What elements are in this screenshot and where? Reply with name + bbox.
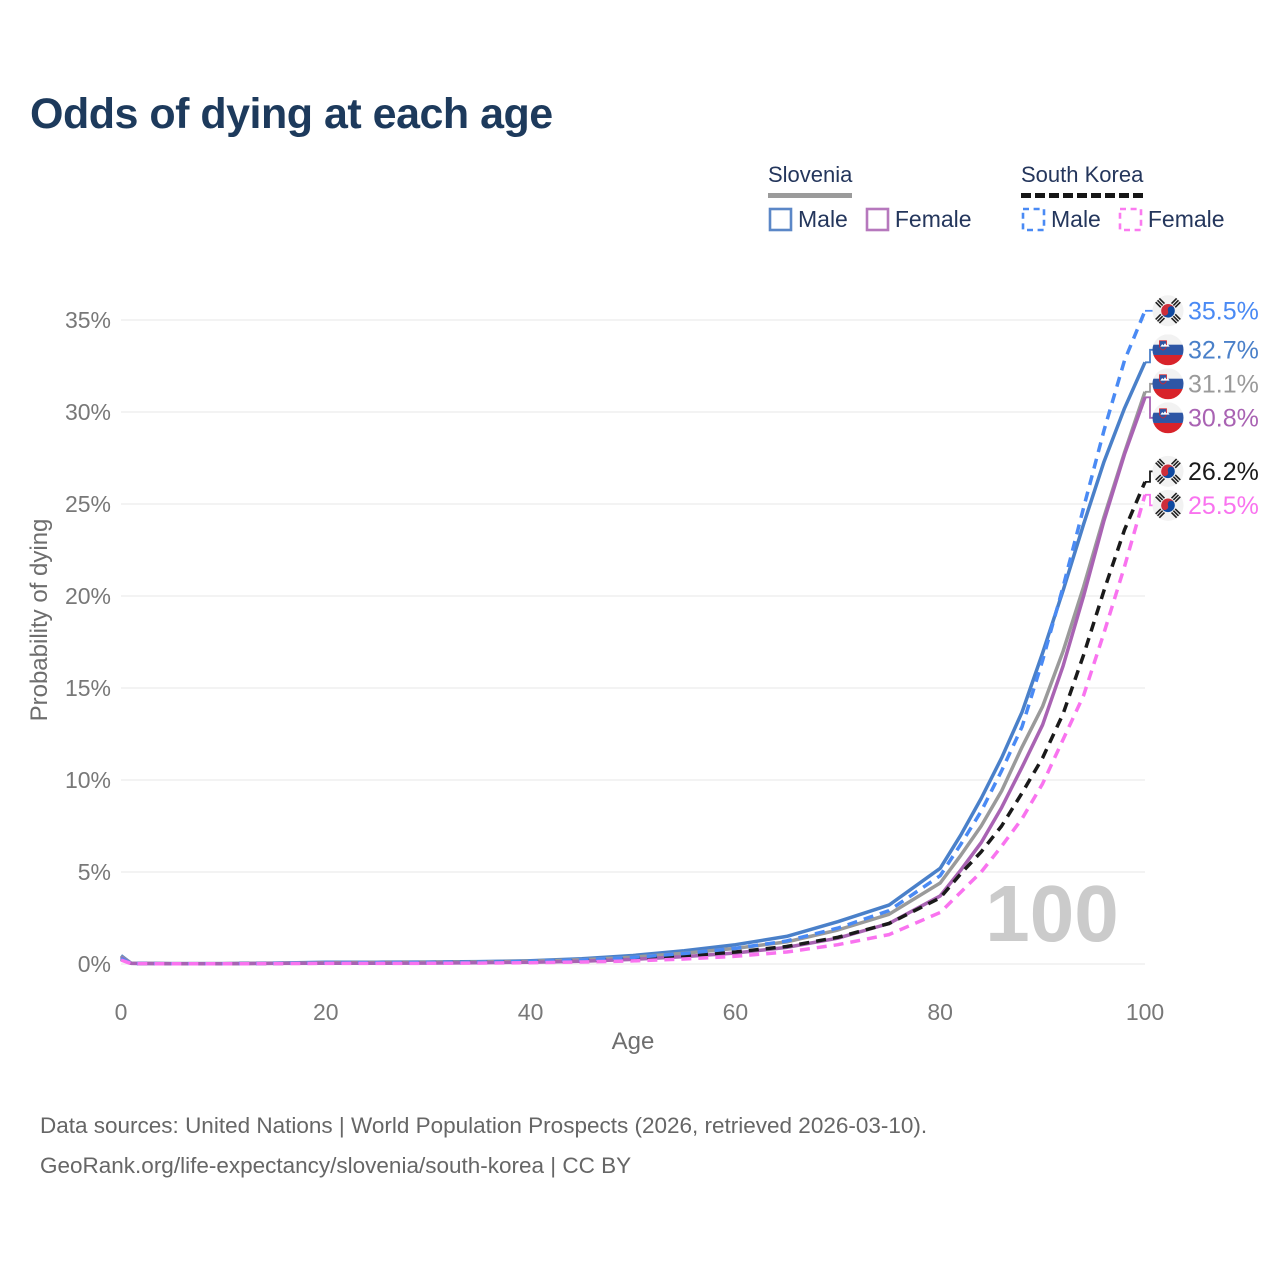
y-tick-label: 0% bbox=[78, 951, 111, 977]
legend-item-label: Female bbox=[1147, 206, 1225, 232]
legend-item-label: Female bbox=[894, 206, 972, 232]
end-label-south-korea-both-sexes: 26.2% bbox=[1188, 458, 1259, 486]
y-tick-label: 25% bbox=[65, 491, 111, 517]
end-label-connector bbox=[1145, 493, 1153, 507]
line-south-korea-female[interactable] bbox=[120, 494, 1147, 966]
footer: Data sources: United Nations | World Pop… bbox=[40, 1106, 927, 1186]
footer-attribution-line: GeoRank.org/life-expectancy/slovenia/sou… bbox=[40, 1153, 632, 1178]
legend-item-south-korea-female[interactable]: Female bbox=[1118, 206, 1225, 233]
x-tick-label: 0 bbox=[115, 999, 128, 1025]
x-tick-label: 60 bbox=[723, 999, 749, 1025]
chart-title: Odds of dying at each age bbox=[30, 90, 553, 138]
end-label-connector bbox=[1145, 348, 1153, 364]
y-tick-label: 35% bbox=[65, 307, 111, 333]
end-label-slovenia-both-sexes: 31.1% bbox=[1188, 370, 1259, 398]
y-tick-label: 15% bbox=[65, 675, 111, 701]
south-korea-flag-icon bbox=[1152, 489, 1184, 521]
south-korea-flag-icon bbox=[1152, 295, 1184, 327]
y-tick-label: 10% bbox=[65, 767, 111, 793]
end-label-south-korea-male: 35.5% bbox=[1188, 297, 1259, 325]
end-label-slovenia-male: 32.7% bbox=[1188, 336, 1259, 364]
gridlines bbox=[121, 319, 1145, 965]
line-south-korea-both-sexes[interactable] bbox=[120, 481, 1147, 966]
end-label-connector bbox=[1145, 396, 1153, 419]
legend-item-slovenia-female[interactable]: Female bbox=[865, 206, 972, 233]
x-axis-title: Age bbox=[611, 1028, 655, 1055]
y-axis-title: Probability of dying bbox=[26, 518, 53, 722]
end-label-connector bbox=[1145, 470, 1153, 483]
slovenia-flag-icon bbox=[1152, 334, 1184, 366]
y-tick-label: 5% bbox=[78, 859, 111, 885]
slovenia-flag-icon bbox=[1152, 402, 1184, 434]
series-lines bbox=[119, 310, 1147, 966]
x-tick-label: 100 bbox=[1126, 999, 1164, 1025]
end-label-south-korea-female: 25.5% bbox=[1188, 492, 1259, 520]
y-tick-label: 20% bbox=[65, 583, 111, 609]
end-label-connector bbox=[1145, 382, 1153, 393]
x-tick-label: 20 bbox=[313, 999, 339, 1025]
legend-item-slovenia-male[interactable]: Male bbox=[768, 206, 848, 233]
watermark-age-counter: 100 bbox=[985, 869, 1118, 958]
legend-group-slovenia: Slovenia Male Female bbox=[768, 162, 972, 233]
south-korea-flag-icon bbox=[1152, 455, 1184, 487]
slovenia-male-swatch-icon bbox=[768, 207, 793, 232]
legend-group-south-korea: South Korea Male Female bbox=[1021, 162, 1225, 233]
legend-group-title-slovenia: Slovenia bbox=[768, 162, 853, 198]
legend-item-south-korea-male[interactable]: Male bbox=[1021, 206, 1101, 233]
end-label-slovenia-female: 30.8% bbox=[1188, 404, 1259, 432]
series-end-labels: 35.5% 32.7% 31.1% 30.8% 26.2% 25.5% bbox=[1145, 295, 1259, 521]
line-south-korea-male[interactable] bbox=[120, 310, 1147, 966]
slovenia-flag-icon bbox=[1152, 368, 1184, 400]
x-tick-label: 40 bbox=[518, 999, 544, 1025]
footer-sources-line: Data sources: United Nations | World Pop… bbox=[40, 1113, 928, 1138]
y-tick-label: 30% bbox=[65, 399, 111, 425]
legend-item-label: Male bbox=[1051, 206, 1101, 232]
x-tick-label: 80 bbox=[927, 999, 953, 1025]
slovenia-female-swatch-icon bbox=[865, 207, 890, 232]
legend-group-title-south-korea: South Korea bbox=[1021, 162, 1144, 198]
axis-tick-labels: 0% 5% 10% 15% 20% 25% 30% 35% 0 20 40 60 80 100 bbox=[65, 307, 1164, 1025]
legend-item-label: Male bbox=[798, 206, 848, 232]
